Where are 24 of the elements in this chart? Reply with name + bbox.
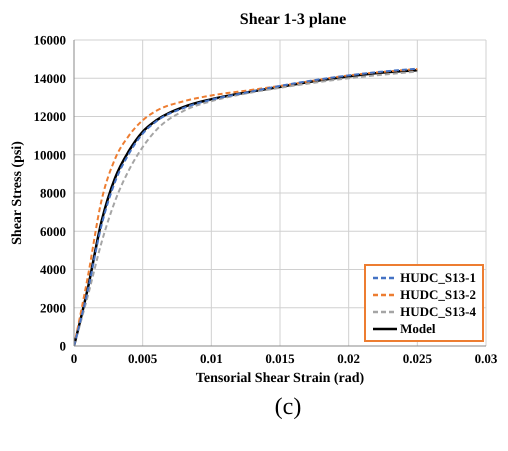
y-tick-label: 2000 xyxy=(40,300,66,316)
legend-label: HUDC_S13-2 xyxy=(400,286,476,303)
y-tick-label: 4000 xyxy=(40,262,66,278)
x-tick-label: 0.025 xyxy=(402,351,432,366)
x-axis-title: Tensorial Shear Strain (rad) xyxy=(196,371,365,386)
x-tick-label: 0.015 xyxy=(265,351,296,366)
y-tick-label: 10000 xyxy=(34,147,66,162)
y-tick-label: 6000 xyxy=(40,224,66,239)
chart-title: Shear 1-3 plane xyxy=(238,10,348,30)
x-tick-label: 0.01 xyxy=(200,351,223,366)
y-axis-title: Shear Stress (psi) xyxy=(10,140,25,245)
text: (c) xyxy=(274,394,302,421)
legend-label: Model xyxy=(400,320,436,337)
legend-label: HUDC_S13-4 xyxy=(400,303,476,320)
y-tick-label: 12000 xyxy=(34,109,66,124)
y-tick-label: 16000 xyxy=(34,32,66,48)
x-tick-label: 0.03 xyxy=(474,351,498,366)
x-tick-label: 0.02 xyxy=(337,351,360,366)
x-tick-label: 0.005 xyxy=(128,351,158,366)
y-tick-label: 0 xyxy=(60,338,66,354)
y-tick-label: 14000 xyxy=(34,70,66,86)
y-tick-label: 8000 xyxy=(40,186,66,201)
x-tick-label: 0 xyxy=(70,351,78,366)
legend-label: HUDC_S13-1 xyxy=(400,269,476,286)
